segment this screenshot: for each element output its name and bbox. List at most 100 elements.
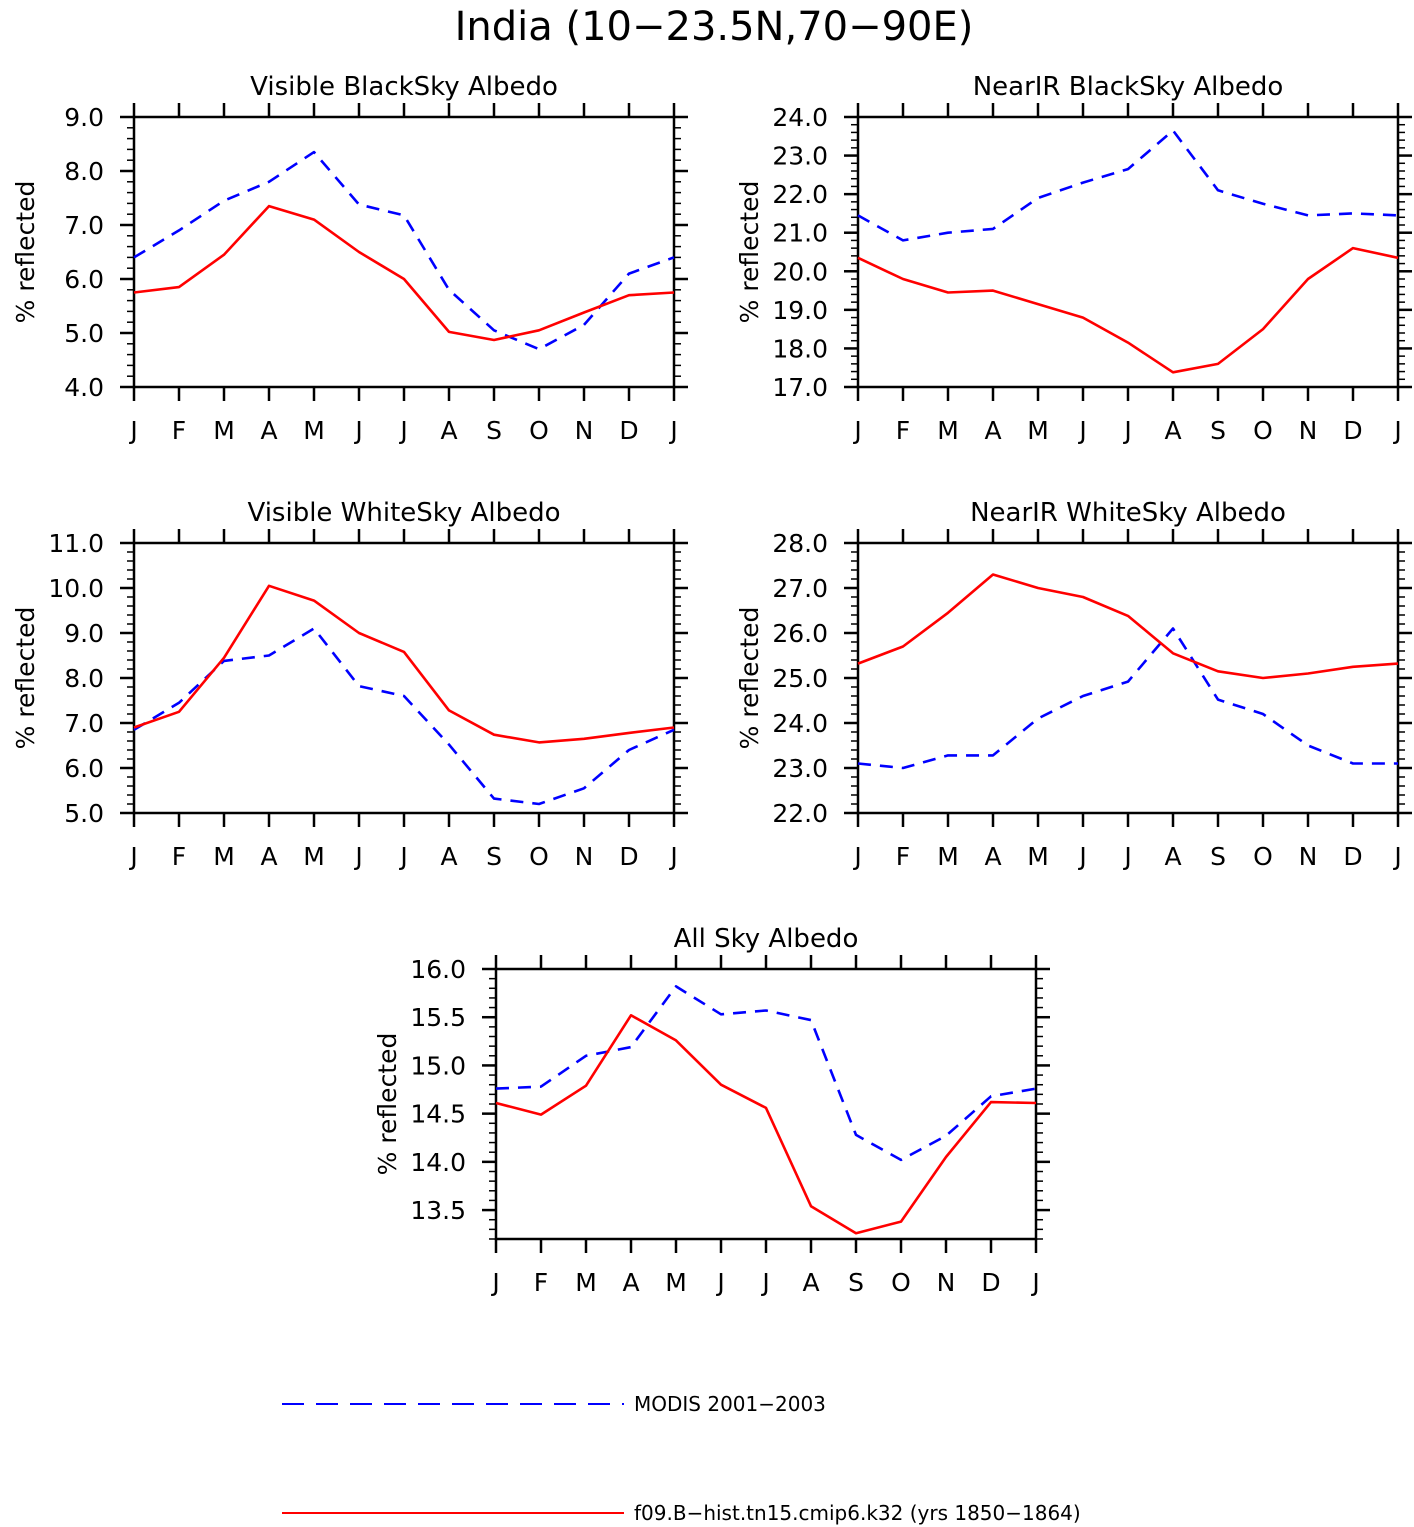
series-line-model — [133, 204, 675, 342]
y-tick-label: 28.0 — [772, 529, 828, 558]
y-axis-label: % reflected — [735, 181, 764, 324]
y-tick-label: 16.0 — [410, 955, 466, 984]
x-tick-label: N — [1299, 842, 1318, 871]
x-tick-label: D — [1343, 416, 1362, 445]
series-line-modis — [133, 627, 675, 806]
y-tick-label: 20.0 — [772, 257, 828, 286]
x-tick-label: M — [213, 416, 235, 445]
x-tick-label: A — [440, 842, 457, 871]
x-tick-label: A — [1164, 842, 1181, 871]
y-tick-label: 22.0 — [772, 799, 828, 828]
x-tick-label: M — [1027, 842, 1049, 871]
x-tick-label: D — [1343, 842, 1362, 871]
x-tick-label: J — [1122, 842, 1131, 871]
x-tick-label: A — [622, 1268, 639, 1297]
x-tick-label: M — [213, 842, 235, 871]
panel-title: Visible WhiteSky Albedo — [247, 498, 560, 528]
y-tick-label: 23.0 — [772, 754, 828, 783]
x-tick-label: S — [1210, 416, 1226, 445]
y-axis-label: % reflected — [373, 1033, 402, 1176]
x-tick-label: S — [1210, 842, 1226, 871]
figure-title: India (10−23.5N,70−90E) — [455, 4, 974, 50]
x-tick-label: J — [490, 1268, 499, 1297]
series-line-modis — [133, 150, 675, 351]
x-tick-label: A — [1164, 416, 1181, 445]
y-tick-label: 13.5 — [410, 1196, 466, 1225]
y-tick-label: 24.0 — [772, 103, 828, 132]
x-tick-label: M — [1027, 416, 1049, 445]
x-tick-label: J — [353, 842, 362, 871]
x-tick-label: M — [303, 842, 325, 871]
x-tick-label: J — [1030, 1268, 1039, 1297]
x-tick-label: F — [172, 416, 186, 445]
plot-frame — [856, 115, 1400, 389]
x-tick-label: S — [486, 416, 502, 445]
x-tick-label: F — [896, 416, 910, 445]
y-tick-label: 24.0 — [772, 709, 828, 738]
x-tick-label: D — [619, 842, 638, 871]
panel-title: All Sky Albedo — [674, 924, 859, 954]
y-tick-label: 25.0 — [772, 664, 828, 693]
x-tick-label: J — [398, 842, 407, 871]
y-tick-label: 7.0 — [64, 709, 104, 738]
y-tick-label: 14.0 — [410, 1148, 466, 1177]
x-tick-label: J — [1122, 416, 1131, 445]
y-tick-label: 11.0 — [48, 529, 104, 558]
y-tick-label: 9.0 — [64, 619, 104, 648]
x-tick-label: O — [891, 1268, 911, 1297]
series-line-model — [495, 1013, 1037, 1235]
x-tick-label: M — [575, 1268, 597, 1297]
series-line-modis — [857, 129, 1399, 242]
y-tick-label: 22.0 — [772, 180, 828, 209]
y-tick-label: 8.0 — [64, 664, 104, 693]
x-tick-label: F — [172, 842, 186, 871]
y-tick-label: 21.0 — [772, 219, 828, 248]
x-tick-label: M — [937, 842, 959, 871]
y-tick-label: 26.0 — [772, 619, 828, 648]
x-tick-label: A — [802, 1268, 819, 1297]
series-line-modis — [857, 627, 1398, 770]
y-tick-label: 6.0 — [64, 754, 104, 783]
y-axis-label: % reflected — [11, 181, 40, 324]
x-tick-label: N — [575, 416, 594, 445]
x-tick-label: D — [981, 1268, 1000, 1297]
series-line-model — [857, 246, 1399, 374]
plot-frame — [132, 115, 676, 389]
series-line-model — [133, 584, 675, 744]
x-tick-label: N — [575, 842, 594, 871]
plot-frame — [132, 541, 676, 815]
y-tick-label: 17.0 — [772, 373, 828, 402]
x-tick-label: O — [529, 416, 549, 445]
x-tick-label: J — [1392, 416, 1401, 445]
x-tick-label: S — [848, 1268, 864, 1297]
y-axis-label: % reflected — [11, 607, 40, 750]
x-tick-label: M — [937, 416, 959, 445]
x-tick-label: J — [668, 842, 677, 871]
x-tick-label: J — [398, 416, 407, 445]
y-tick-label: 10.0 — [48, 574, 104, 603]
panel-title: NearIR WhiteSky Albedo — [970, 498, 1286, 528]
y-tick-label: 9.0 — [64, 103, 104, 132]
x-tick-label: O — [1253, 416, 1273, 445]
x-tick-label: J — [715, 1268, 724, 1297]
x-tick-label: A — [984, 842, 1001, 871]
x-tick-label: M — [665, 1268, 687, 1297]
x-tick-label: J — [760, 1268, 769, 1297]
y-tick-label: 15.0 — [410, 1051, 466, 1080]
y-tick-label: 8.0 — [64, 157, 104, 186]
x-tick-label: F — [896, 842, 910, 871]
series-line-modis — [495, 985, 1037, 1162]
x-tick-label: A — [260, 416, 277, 445]
y-tick-label: 5.0 — [64, 799, 104, 828]
x-tick-label: N — [937, 1268, 956, 1297]
x-tick-label: J — [852, 416, 861, 445]
x-tick-label: J — [852, 842, 861, 871]
y-tick-label: 5.0 — [64, 319, 104, 348]
x-tick-label: J — [128, 842, 137, 871]
x-tick-label: J — [1392, 842, 1401, 871]
